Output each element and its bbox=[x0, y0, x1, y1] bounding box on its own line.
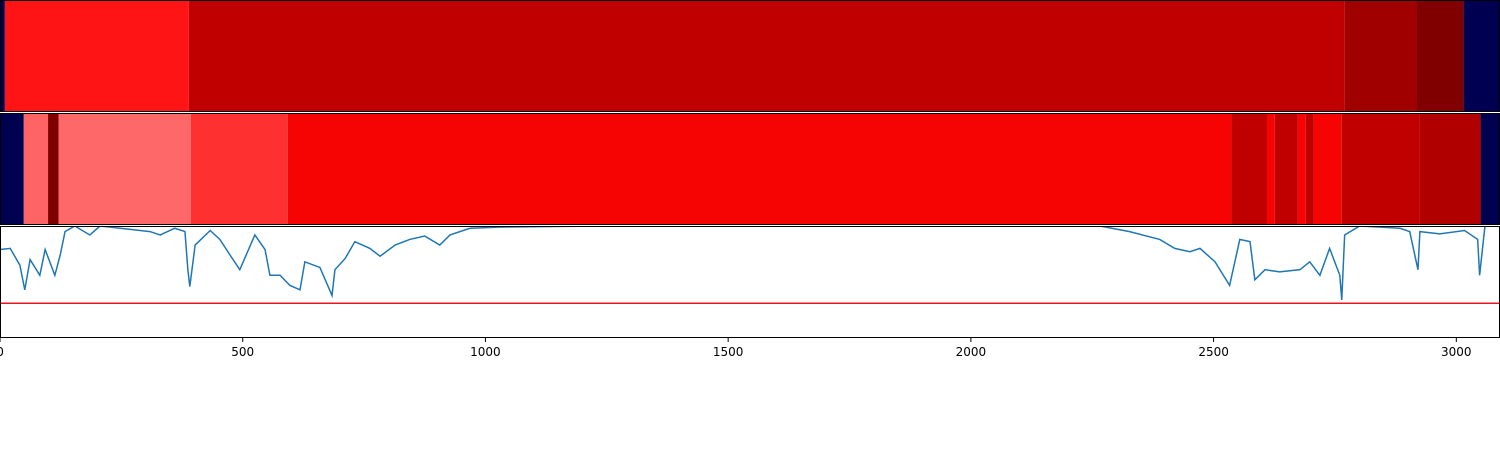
segment bbox=[1305, 113, 1314, 225]
segment bbox=[1231, 113, 1267, 225]
segment bbox=[23, 113, 49, 225]
x-tick-label: 2000 bbox=[956, 345, 987, 359]
panel bbox=[0, 226, 1500, 338]
segment bbox=[1266, 113, 1275, 225]
segment bbox=[0, 113, 24, 225]
plot-area bbox=[0, 113, 1500, 225]
segment bbox=[1341, 113, 1420, 225]
segment bbox=[1419, 113, 1481, 225]
segment bbox=[48, 113, 59, 225]
panel bbox=[0, 0, 1500, 112]
panel-border bbox=[0, 226, 1500, 338]
segment bbox=[1297, 113, 1306, 225]
segment bbox=[58, 113, 191, 225]
x-tick-label: 2500 bbox=[1198, 345, 1229, 359]
segment bbox=[188, 0, 1345, 112]
segment bbox=[1274, 113, 1298, 225]
x-tick-label: 1000 bbox=[470, 345, 501, 359]
x-tick-label: 3000 bbox=[1441, 345, 1472, 359]
segment bbox=[1480, 113, 1500, 225]
x-tick-label: 0 bbox=[0, 345, 4, 359]
x-tick-label: 500 bbox=[231, 345, 254, 359]
segment bbox=[1313, 113, 1342, 225]
plot-area bbox=[0, 226, 1500, 305]
segment bbox=[287, 113, 1232, 225]
panel bbox=[0, 113, 1500, 225]
segment bbox=[190, 113, 288, 225]
x-tick-label: 1500 bbox=[713, 345, 744, 359]
segment bbox=[4, 0, 189, 112]
segment bbox=[1416, 0, 1464, 112]
line bbox=[0, 226, 1486, 300]
segment bbox=[0, 0, 5, 112]
segment bbox=[1344, 0, 1417, 112]
segment bbox=[1463, 0, 1500, 112]
plot-area bbox=[0, 0, 1500, 112]
